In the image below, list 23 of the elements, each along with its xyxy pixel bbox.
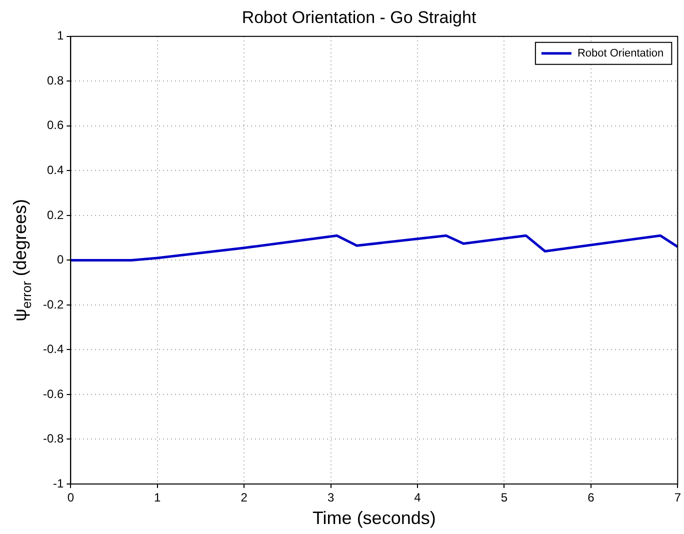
- y-axis-title: ψerror (degrees): [10, 199, 34, 322]
- x-tick-label: 5: [500, 490, 508, 505]
- y-tick-label: 0: [56, 252, 64, 267]
- y-tick-label: 0.8: [46, 73, 64, 88]
- x-tick-label: 7: [674, 490, 682, 505]
- y-tick-label: 0.2: [46, 208, 64, 222]
- x-tick-label: 2: [240, 490, 248, 505]
- x-axis-title: Time (seconds): [312, 508, 436, 528]
- chart-title: Robot Orientation - Go Straight: [242, 8, 476, 27]
- y-tick-label: -0.8: [42, 432, 64, 446]
- x-tick-label: 6: [588, 490, 595, 505]
- y-tick-label: 1: [56, 28, 64, 43]
- y-tick-label: 0.4: [46, 162, 64, 177]
- x-tick-label: 0: [67, 490, 74, 505]
- x-tick-label: 4: [414, 490, 422, 505]
- x-tick-label: 1: [154, 490, 162, 505]
- x-tick-label: 3: [327, 490, 334, 505]
- y-tick-label: -0.2: [42, 297, 64, 312]
- y-tick-label: 0.6: [46, 118, 64, 132]
- y-tick-label: -0.4: [42, 342, 64, 356]
- legend-label: Robot Orientation: [577, 47, 664, 60]
- y-tick-label: -0.6: [42, 386, 64, 401]
- y-tick-label: -1: [53, 476, 64, 490]
